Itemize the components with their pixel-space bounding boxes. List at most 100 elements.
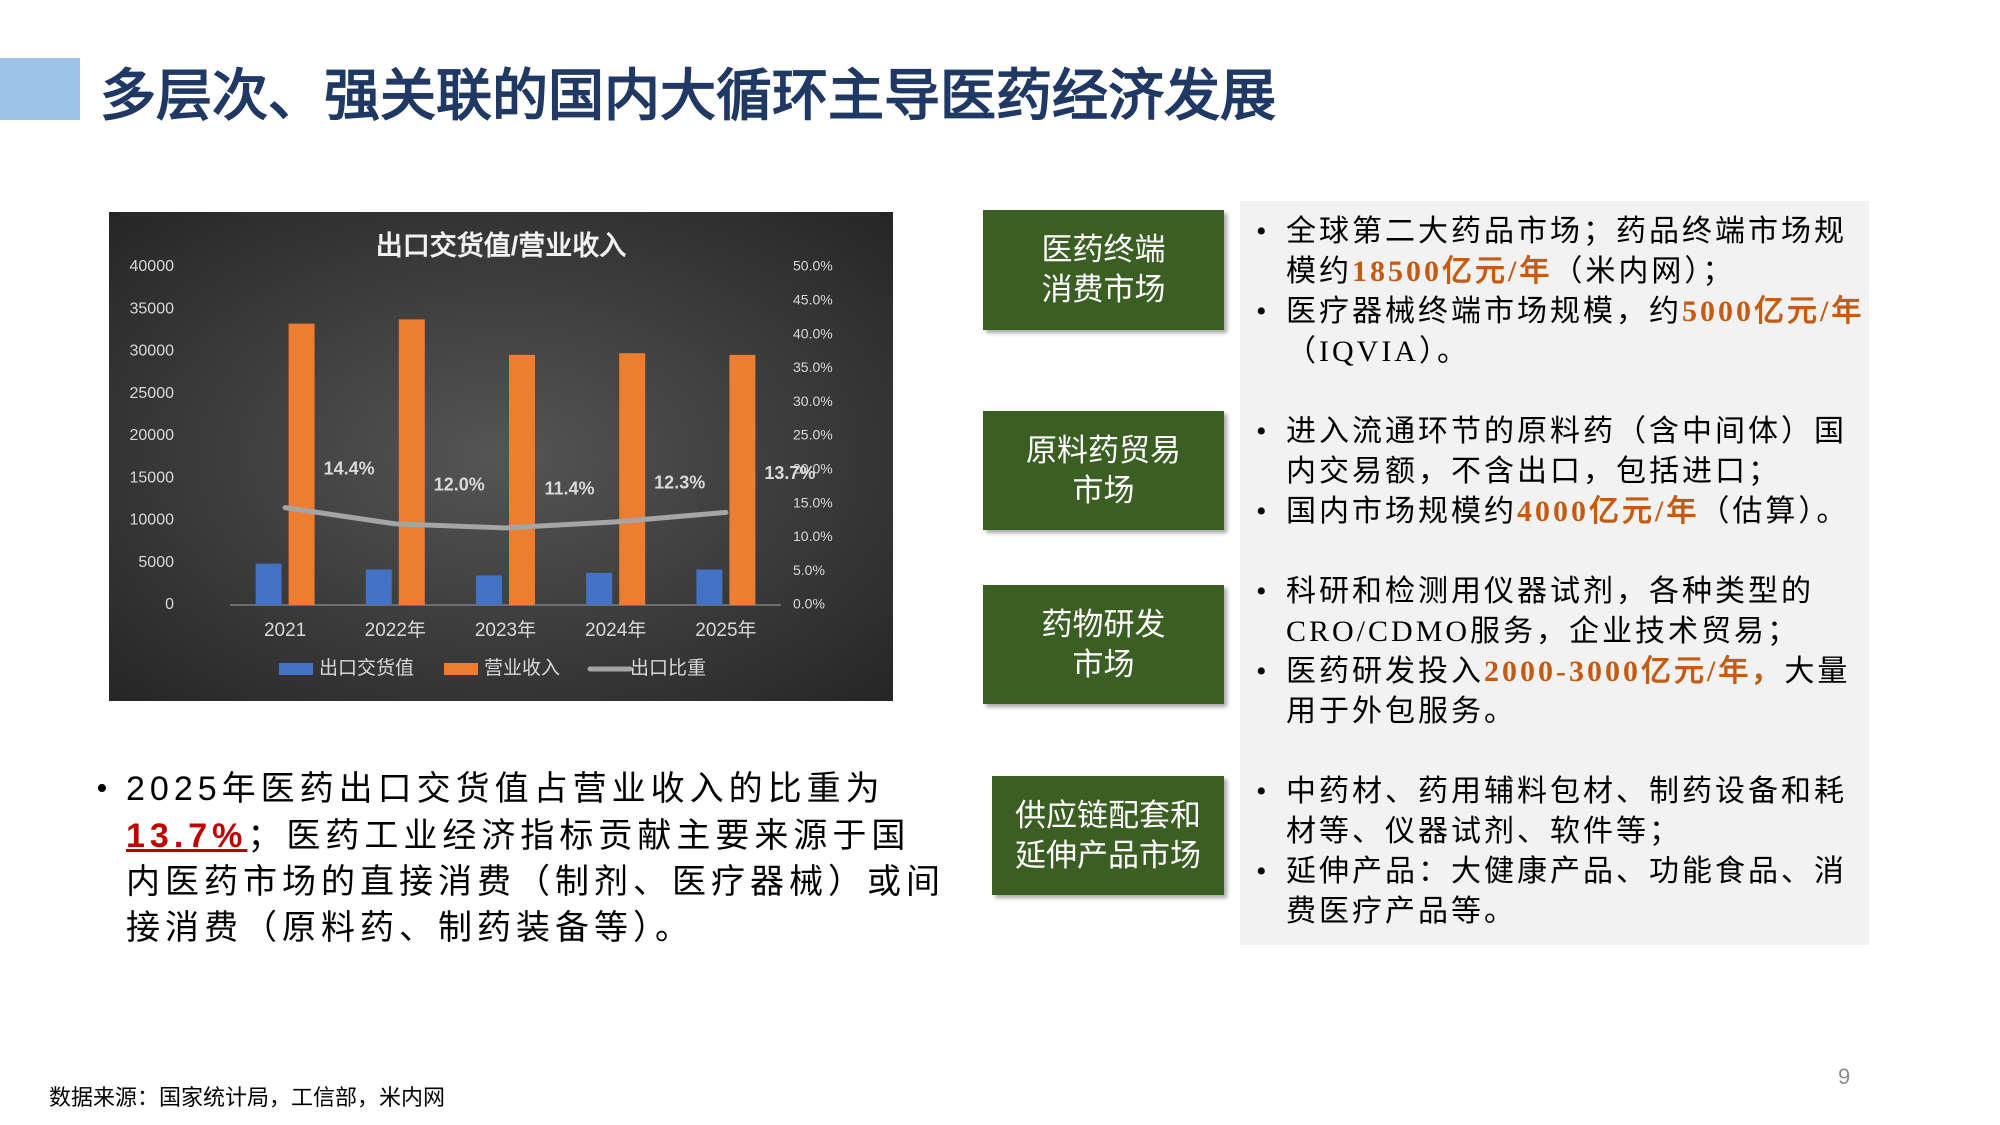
text-run: 2025年医药出口交货值占营业收入的比重为 — [126, 770, 885, 808]
market-label: 原料药贸易 — [1026, 432, 1181, 468]
line — [282, 505, 729, 531]
bar — [696, 569, 723, 605]
y2-tick-label: 20.0% — [793, 461, 833, 477]
bullet-item: • 延伸产品：大健康产品、功能食品、消费医疗产品等。 — [1256, 852, 1866, 932]
bullet-item: • 中药材、药用辅料包材、制药设备和耗材等、仪器试剂、软件等； — [1256, 772, 1866, 852]
bar — [729, 354, 756, 605]
text-run: 进入流通环节的原料药（含中间体）国内交易额，不含出口，包括进口； — [1286, 415, 1847, 488]
text-run: 中药材、药用辅料包材、制药设备和耗材等、仪器试剂、软件等； — [1286, 775, 1847, 848]
summary: • 2025年医药出口交货值占营业收入的比重为 13.7%；医药工业经济指标贡献主要… — [96, 766, 946, 952]
y-tick-label: 30000 — [130, 343, 175, 360]
y-tick-label: 40000 — [130, 258, 175, 275]
legend-swatch — [279, 663, 313, 675]
text-run: 国内市场规模约 — [1286, 495, 1517, 528]
text-run: （米内网）； — [1552, 255, 1736, 288]
market-label: 医药终端 — [1041, 232, 1166, 267]
data-label: 14.4% — [324, 458, 375, 478]
slide-title: 多层次、强关联的国内大循环主导医药经济发展 — [100, 64, 1276, 127]
y-tick-label: 5000 — [138, 554, 174, 571]
y-tick-label: 35000 — [130, 300, 175, 317]
legend-label: 出口比重 — [630, 657, 706, 679]
text-run: （IQVIA）。 — [1286, 335, 1470, 368]
emphasis-text: 18500亿元/年 — [1352, 255, 1553, 288]
page-number: 9 — [1838, 1064, 1851, 1089]
bullet-dot: • — [1256, 495, 1270, 528]
text-run: ；医药工业经济指标贡献主要来源于国内医药市场的直接消费（制剂、医疗器械）或间接消… — [126, 818, 945, 947]
y-tick-label: 20000 — [130, 427, 175, 444]
bar — [586, 572, 613, 605]
market-label: 消费市场 — [1041, 272, 1166, 307]
emphasis-text: 4000亿元/年 — [1517, 495, 1700, 528]
market-label: 市场 — [1072, 472, 1135, 508]
chart-title: 出口交货值/营业收入 — [376, 230, 627, 261]
text-run: 医药研发投入 — [1286, 655, 1484, 688]
market-label: 供应链配套和 — [1015, 797, 1201, 833]
market-bullets: • 进入流通环节的原料药（含中间体）国内交易额，不含出口，包括进口； • 国内市场规模… — [1256, 412, 1866, 532]
bullet-dot: • — [1256, 295, 1270, 328]
bullet-item: • 国内市场规模约4000亿元/年（估算）。 — [1256, 492, 1866, 532]
title-accent — [0, 58, 80, 120]
y2-tick-label: 35.0% — [793, 359, 833, 375]
market-label: 延伸产品市场 — [1015, 837, 1201, 873]
summary-text: 2025年医药出口交货值占营业收入的比重为 13.7%；医药工业经济指标贡献主要来… — [126, 770, 945, 947]
bar — [619, 353, 646, 605]
y2-tick-label: 45.0% — [793, 292, 833, 308]
emphasis-text: 5000亿元/年 — [1682, 295, 1865, 328]
market-box: 医药终端 消费市场 — [983, 210, 1224, 330]
bullet-dot: • — [1256, 415, 1270, 448]
emphasis-text: 13.7% — [126, 817, 248, 855]
x-tick-label: 2022年 — [365, 619, 426, 641]
bullet-dot: • — [1256, 215, 1270, 248]
bar — [255, 563, 282, 605]
y2-tick-label: 10.0% — [793, 528, 833, 544]
y2-tick-label: 15.0% — [793, 494, 833, 510]
text-run: （估算）。 — [1699, 495, 1850, 528]
market-label: 市场 — [1072, 646, 1135, 682]
y2-tick-label: 40.0% — [793, 325, 833, 341]
bullet-dot: • — [96, 770, 113, 807]
bar — [398, 319, 425, 605]
y2-tick-label: 30.0% — [793, 393, 833, 409]
market-box: 供应链配套和 延伸产品市场 — [992, 776, 1224, 895]
y2-tick-label: 0.0% — [793, 596, 825, 612]
bullet-dot: • — [1256, 855, 1270, 888]
bullet-item: • 医药研发投入2000-3000亿元/年，大量用于外包服务。 — [1256, 652, 1866, 732]
x-tick-label: 2021 — [264, 620, 306, 641]
market-box: 原料药贸易 市场 — [983, 411, 1224, 530]
bullet-item: • 全球第二大药品市场；药品终端市场规模约18500亿元/年（米内网）； — [1256, 212, 1866, 292]
data-label: 11.4% — [544, 479, 594, 499]
y-tick-label: 0 — [165, 596, 174, 613]
chart-background — [109, 212, 893, 701]
bullet-dot: • — [1256, 655, 1270, 688]
text-run: 延伸产品：大健康产品、功能食品、消费医疗产品等。 — [1286, 855, 1847, 928]
y2-tick-label: 25.0% — [793, 427, 833, 443]
legend-label: 出口交货值 — [319, 657, 414, 679]
data-label: 12.3% — [654, 473, 705, 493]
emphasis-text: 2000-3000亿元/年， — [1484, 655, 1785, 688]
bar — [509, 354, 535, 605]
source-note: 数据来源：国家统计局，工信部，米内网 — [49, 1085, 446, 1110]
market-panel — [1240, 201, 1869, 945]
chart: 出口交货值/营业收入 0 5000 10000 15000 20000 25000 3000… — [109, 212, 893, 701]
data-label: 12.0% — [434, 475, 485, 495]
y2-tick-label: 50.0% — [793, 258, 833, 274]
market-bullets: • 中药材、药用辅料包材、制药设备和耗材等、仪器试剂、软件等； • 延伸产品：大健康产… — [1256, 772, 1866, 932]
bullet-dot: • — [1256, 775, 1270, 808]
market-box: 药物研发 市场 — [983, 585, 1224, 704]
text-run: 医疗器械终端市场规模，约 — [1286, 295, 1682, 328]
text-run: 科研和检测用仪器试剂，各种类型的CRO/CDMO服务，企业技术贸易； — [1286, 575, 1814, 648]
legend-label: 营业收入 — [484, 657, 560, 679]
x-tick-label: 2025年 — [695, 619, 756, 641]
bar — [476, 575, 502, 605]
y-tick-label: 25000 — [130, 385, 175, 402]
y-tick-label: 10000 — [130, 512, 175, 529]
data-label: 13.7% — [764, 463, 815, 483]
x-tick-label: 2023年 — [475, 619, 536, 641]
market-label: 药物研发 — [1041, 606, 1166, 642]
market-bullets: • 科研和检测用仪器试剂，各种类型的CRO/CDMO服务，企业技术贸易； • 医药研发… — [1256, 572, 1866, 732]
y2-tick-label: 5.0% — [793, 562, 825, 578]
y-tick-label: 15000 — [130, 469, 175, 486]
text-run: 全球第二大药品市场；药品终端市场规模约 — [1286, 215, 1847, 288]
bullet-dot: • — [1256, 575, 1270, 608]
